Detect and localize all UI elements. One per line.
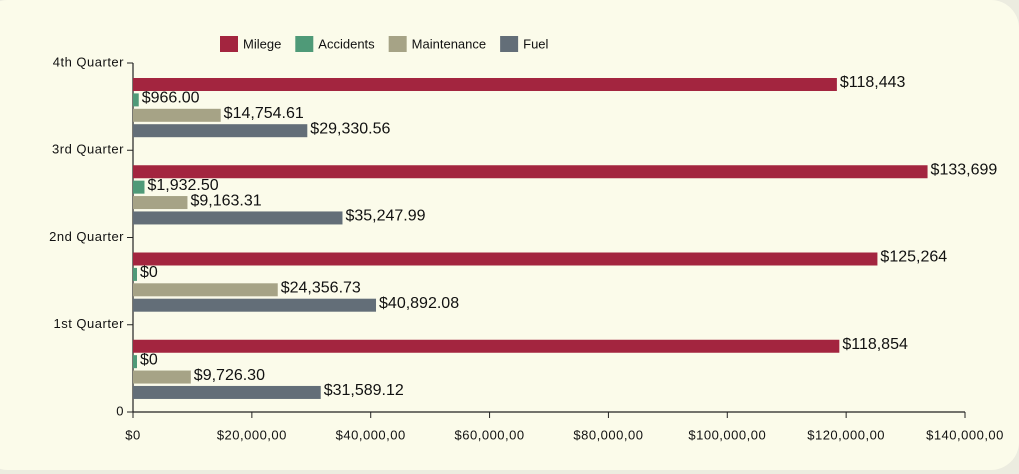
value-label: $1,932.50 xyxy=(147,177,218,194)
x-tick-label: $120,000,00 xyxy=(807,427,885,442)
bar xyxy=(133,180,145,194)
value-label: $125,264 xyxy=(880,249,947,266)
bar xyxy=(133,165,928,179)
value-label: $0 xyxy=(140,351,158,368)
x-tick-label: $140,000,00 xyxy=(926,427,1004,442)
bar xyxy=(133,355,137,369)
bar xyxy=(133,108,221,122)
y-tick-label: 3rd Quarter xyxy=(52,142,124,157)
value-label: $9,163.31 xyxy=(190,192,261,209)
x-tick-label: $100,000,00 xyxy=(688,427,766,442)
value-label: $118,854 xyxy=(842,336,908,353)
bar xyxy=(133,93,139,107)
value-label: $118,443 xyxy=(840,74,906,91)
x-tick-label: $60,000,00 xyxy=(455,427,525,442)
value-label: $31,589.12 xyxy=(324,382,404,399)
x-tick-label: $0 xyxy=(125,427,140,442)
bar xyxy=(133,283,278,297)
y-tick-label: 2nd Quarter xyxy=(49,229,124,244)
value-label: $133,699 xyxy=(931,161,998,178)
value-label: $0 xyxy=(140,264,158,281)
bar xyxy=(133,196,188,210)
legend-swatch xyxy=(388,36,407,52)
bar xyxy=(133,78,837,91)
bar xyxy=(133,298,377,312)
plot: $0 $20,000,00 $40,000,00 $60,000,00 $80,000,… xyxy=(49,36,1004,442)
bar xyxy=(133,267,137,281)
value-label: $29,330.56 xyxy=(310,120,390,137)
bar xyxy=(133,124,308,138)
x-tick-label: $40,000,00 xyxy=(336,427,406,442)
x-tick-label: $80,000,00 xyxy=(573,427,643,442)
bar xyxy=(133,211,343,225)
value-label: $966.00 xyxy=(142,90,200,107)
value-label: $14,754.61 xyxy=(224,105,304,122)
value-label: $40,892.08 xyxy=(379,295,459,312)
bar xyxy=(133,370,191,384)
legend-label: Fuel xyxy=(523,36,548,51)
value-label: $9,726.30 xyxy=(194,367,265,384)
legend-label: Maintenance xyxy=(412,36,486,51)
legend-swatch xyxy=(220,36,238,52)
legend-swatch xyxy=(500,36,519,52)
y-tick-label: 4th Quarter xyxy=(53,54,124,69)
bar xyxy=(133,339,840,353)
y-tick-label: 0 xyxy=(116,403,124,418)
legend-label: Milege xyxy=(243,36,281,51)
value-label: $24,356.73 xyxy=(281,280,361,297)
value-label: $35,247.99 xyxy=(345,208,425,225)
y-tick-label: 1st Quarter xyxy=(53,316,124,331)
x-tick-label: $20,000,00 xyxy=(217,427,287,442)
bar xyxy=(133,385,321,399)
legend-label: Accidents xyxy=(318,36,375,51)
bar xyxy=(133,252,878,266)
legend-swatch xyxy=(295,36,314,52)
